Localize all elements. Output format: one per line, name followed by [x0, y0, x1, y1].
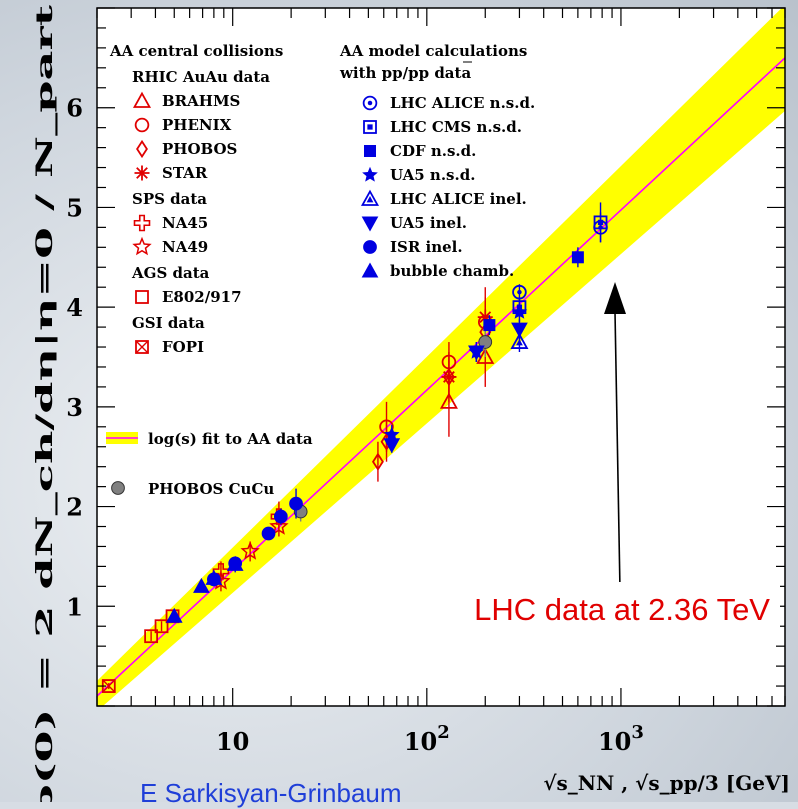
- legend-cucu-label: PHOBOS CuCu: [148, 480, 274, 498]
- legend-marker: [360, 189, 380, 206]
- legend-item-label: PHENIX: [162, 116, 232, 134]
- legend-item-label: LHC CMS n.s.d.: [390, 118, 522, 136]
- x-tick-label-exponent: 3: [631, 722, 644, 743]
- legend-marker: [132, 91, 152, 108]
- y-tick-label: 5: [66, 193, 83, 222]
- data-point: [273, 509, 288, 524]
- data-point: [383, 438, 401, 454]
- legend-marker: [364, 145, 376, 157]
- data-point: [240, 541, 260, 560]
- data-point: [478, 335, 493, 349]
- legend-fit-label: log(s) fit to AA data: [148, 430, 313, 448]
- legend-marker: [132, 236, 152, 256]
- legend-item-label: LHC ALICE n.s.d.: [390, 94, 535, 112]
- x-tick-label-exponent: 2: [437, 722, 450, 743]
- legend-item-label: NA45: [162, 214, 208, 232]
- legend-item-label: BRAHMS: [162, 92, 240, 110]
- y-tick-label: 2: [66, 493, 83, 522]
- legend-item-label: CDF n.s.d.: [390, 142, 476, 160]
- data-point: [476, 347, 495, 364]
- legend-marker: [361, 262, 379, 278]
- data-point: [441, 369, 457, 385]
- legend-item-label: ISR inel.: [390, 238, 463, 256]
- legend-marker: [136, 139, 148, 159]
- data-point: [571, 251, 584, 264]
- data-point: [205, 569, 223, 585]
- legend-item-label: bubble chamb.: [390, 262, 514, 280]
- legend-marker: [362, 166, 378, 182]
- annotation-arrow-line: [614, 311, 621, 591]
- data-point: [593, 215, 608, 230]
- legend-marker: [134, 117, 150, 133]
- y-tick-label: 3: [66, 393, 83, 422]
- legend-item-label: STAR: [162, 164, 208, 182]
- legend-item-label: E802/917: [162, 288, 242, 306]
- legend-item-label: UA5 inel.: [390, 214, 467, 232]
- legend-group-title: GSI data: [132, 314, 205, 332]
- legend-marker: [363, 120, 377, 134]
- data-point: [477, 309, 493, 325]
- legend-marker: [135, 340, 149, 354]
- y-tick-label: 4: [66, 293, 83, 322]
- legend-group-title: AGS data: [131, 264, 210, 282]
- legend-group-title: RHIC AuAu data: [132, 68, 270, 86]
- legend-marker: [134, 165, 150, 181]
- x-tick-label: 102: [404, 722, 450, 756]
- legend-right-header: AA model calculations: [339, 42, 527, 60]
- x-axis-label: √s_NN , √s_pp/3 [GeV]: [543, 771, 790, 795]
- data-point: [269, 516, 289, 535]
- annotation-text: LHC data at 2.36 TeV: [474, 592, 770, 627]
- x-tick-label: 10: [216, 727, 249, 756]
- data-point: [483, 319, 496, 332]
- data-point: [511, 303, 528, 319]
- data-point: [154, 619, 169, 634]
- footer-credit: E Sarkisyan-Grinbaum: [140, 778, 402, 808]
- x-tick-label: 103: [598, 722, 644, 756]
- data-point: [261, 526, 276, 541]
- data-point: [383, 426, 400, 442]
- plot-layer: [97, 8, 785, 706]
- annotation-arrow-head: [604, 282, 626, 314]
- legend-group-title: SPS data: [132, 190, 207, 208]
- data-point: [165, 607, 183, 623]
- legend-item-label: UA5 n.s.d.: [390, 166, 475, 184]
- fit-line: [97, 57, 785, 697]
- annotation-backdrop: [334, 582, 780, 630]
- legend-marker: [361, 216, 379, 232]
- legend-item-label: FOPI: [162, 338, 204, 356]
- data-point: [289, 496, 303, 511]
- data-point: [510, 332, 529, 349]
- legend-marker: [135, 290, 149, 304]
- legend-item-label: NA49: [162, 238, 208, 256]
- legend-marker: [133, 214, 151, 232]
- data-point: [371, 452, 384, 471]
- plot-frame: [96, 7, 786, 707]
- data-point: [193, 577, 210, 593]
- data-point: [511, 322, 528, 338]
- legend-marker: [362, 95, 378, 111]
- legend-marker: [363, 240, 377, 254]
- legend-marker: [111, 481, 125, 495]
- y-axis-label: ρ(0) = 2 dN_ch/dη|η=0 / N_part: [32, 3, 58, 802]
- legend-right-subheader: with pp/pp data: [339, 64, 471, 82]
- data-point: [468, 345, 485, 361]
- legend-left-header: AA central collisions: [109, 42, 283, 60]
- data-point: [439, 392, 458, 409]
- y-tick-label: 1: [66, 592, 83, 621]
- data-point: [226, 555, 244, 571]
- legend-item-label: PHOBOS: [162, 140, 237, 158]
- legend-item-label: LHC ALICE inel.: [390, 190, 527, 208]
- y-tick-label: 6: [66, 94, 83, 123]
- data-point: [144, 629, 159, 644]
